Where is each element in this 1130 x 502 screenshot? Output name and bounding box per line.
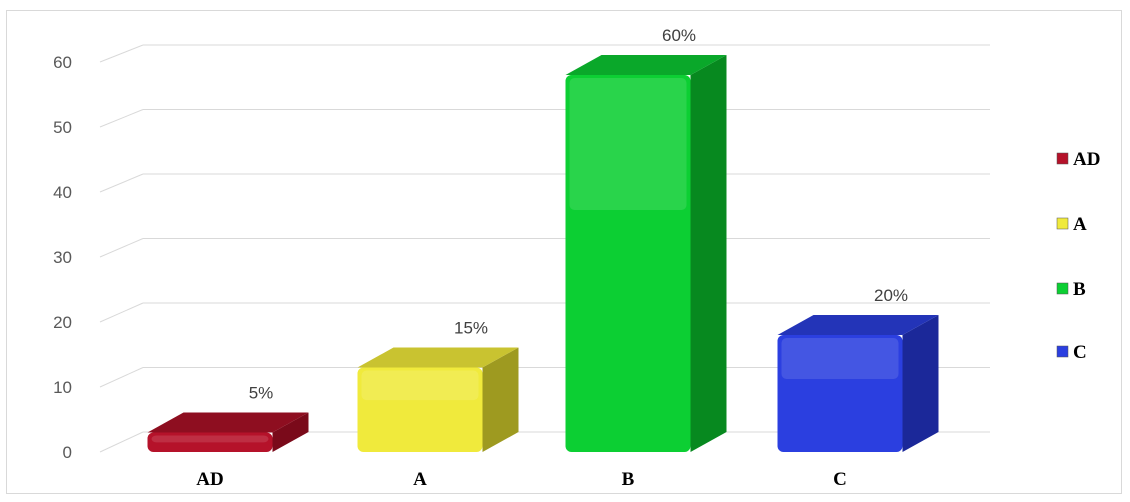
legend-swatch: [1056, 345, 1069, 358]
legend-label: C: [1073, 342, 1087, 363]
y-tick-label: 50: [53, 118, 72, 137]
bar-front: [147, 432, 273, 452]
bar-ad: [147, 412, 309, 452]
x-tick-label: C: [833, 469, 847, 490]
gridline-depth: [99, 367, 144, 388]
data-label: 15%: [454, 319, 488, 338]
legend-swatch: [1056, 282, 1069, 295]
data-labels: 5% 15% 60% 20%: [249, 26, 908, 403]
bar-top: [147, 412, 309, 433]
legend-entry-a: A: [1056, 214, 1087, 235]
y-axis: 0 10 20 30 40 50 60: [53, 53, 72, 462]
bar-front: [565, 75, 691, 452]
data-label: 20%: [874, 286, 908, 305]
x-axis: AD A B C: [196, 469, 847, 490]
bar-side: [690, 55, 727, 452]
bars: [147, 55, 939, 452]
gridline-depth: [99, 44, 144, 63]
bar-b: [565, 55, 727, 452]
legend-swatch: [1056, 217, 1069, 230]
x-tick-label: A: [413, 469, 427, 490]
y-tick-label: 60: [53, 53, 72, 72]
bar-front: [357, 367, 483, 452]
gridline-depth: [99, 302, 144, 323]
legend-entry-b: B: [1056, 279, 1086, 300]
y-tick-label: 0: [63, 443, 72, 462]
y-tick-label: 20: [53, 313, 72, 332]
bar-top: [777, 315, 939, 335]
gridline-depth: [99, 238, 144, 258]
bar-c: [777, 315, 939, 452]
bar-side: [902, 315, 939, 452]
data-label: 5%: [249, 384, 274, 403]
legend-entry-ad: AD: [1056, 149, 1100, 170]
data-label: 60%: [662, 26, 696, 45]
x-tick-label: AD: [196, 469, 223, 490]
bar-highlight: [151, 435, 269, 443]
legend-label: B: [1073, 279, 1086, 300]
legend-swatch: [1056, 152, 1069, 165]
gridline-depth: [99, 431, 144, 453]
bar-highlight: [569, 78, 687, 210]
legend-label: AD: [1073, 149, 1100, 170]
bar-highlight: [781, 338, 899, 379]
y-tick-label: 30: [53, 248, 72, 267]
bar-a: [357, 347, 519, 452]
legend-entry-c: C: [1056, 342, 1087, 363]
bar-highlight: [361, 370, 479, 401]
bar-top: [357, 347, 519, 368]
gridline-depth: [99, 173, 144, 193]
legend: AD A B C: [1056, 149, 1100, 363]
x-tick-label: B: [622, 469, 635, 490]
gridline-depth: [99, 109, 144, 128]
y-tick-label: 10: [53, 378, 72, 397]
bar-side: [482, 347, 519, 452]
bar-top: [565, 55, 727, 75]
legend-label: A: [1073, 214, 1087, 235]
bar-front: [777, 335, 903, 452]
bar-side: [272, 412, 309, 452]
y-tick-label: 40: [53, 183, 72, 202]
